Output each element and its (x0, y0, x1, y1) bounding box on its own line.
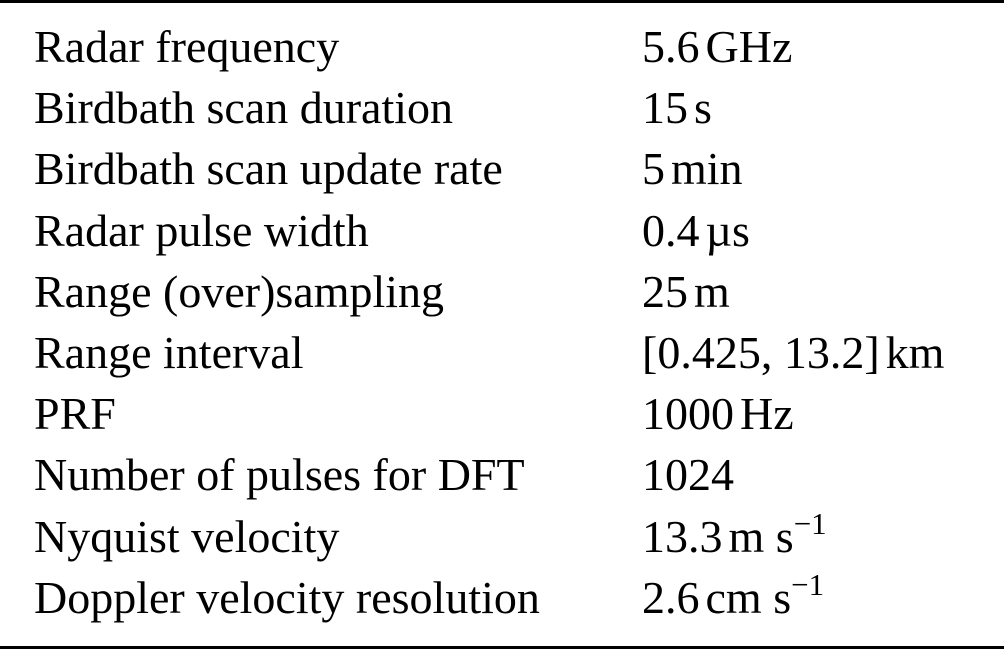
parameter-name: Birdbath scan duration (34, 82, 454, 134)
parameter-name: Doppler velocity resolution (34, 571, 540, 623)
parameter-value: [0.425, 13.2] km (642, 326, 945, 378)
parameter-name: Range interval (34, 326, 304, 378)
parameter-value: 1000 Hz (642, 388, 794, 440)
parameter-name: Birdbath scan update rate (34, 143, 503, 195)
table-row: Range (over)sampling 25 m (0, 261, 1004, 322)
table-row: Radar frequency 5.6 GHz (0, 16, 1004, 77)
parameter-name: PRF (34, 388, 116, 440)
parameter-name: Radar pulse width (34, 204, 369, 256)
parameter-name: Radar frequency (34, 21, 340, 72)
unit-exponent: −1 (791, 566, 825, 602)
parameter-value: 5 min (642, 143, 743, 195)
table-row: Nyquist velocity 13.3 m s−1 (0, 506, 1004, 567)
table-row: Range interval [0.425, 13.2] km (0, 322, 1004, 383)
parameter-value: 13.3 m s−1 (642, 505, 827, 562)
parameter-value: 25 m (642, 265, 730, 317)
parameter-name: Nyquist velocity (34, 510, 340, 562)
table-row: PRF 1000 Hz (0, 383, 1004, 444)
parameter-name: Number of pulses for DFT (34, 449, 525, 501)
parameter-name: Range (over)sampling (34, 265, 445, 317)
table-row: Doppler velocity resolution 2.6 cm s−1 (0, 567, 1004, 628)
parameter-table: Radar frequency 5.6 GHz Birdbath scan dur… (0, 16, 1004, 628)
parameter-value: 15 s (642, 82, 712, 134)
parameter-value: 5.6 GHz (642, 21, 793, 72)
unit-exponent: −1 (793, 505, 827, 541)
table-bottom-rule (0, 646, 1004, 649)
table-row: Radar pulse width 0.4 µs (0, 200, 1004, 261)
parameter-value: 2.6 cm s−1 (642, 566, 825, 623)
table-row: Number of pulses for DFT 1024 (0, 444, 1004, 505)
parameter-value: 1024 (642, 449, 734, 501)
parameter-value: 0.4 µs (642, 204, 750, 256)
table-row: Birdbath scan duration 15 s (0, 77, 1004, 138)
table-top-rule (0, 0, 1004, 3)
table-row: Birdbath scan update rate 5 min (0, 138, 1004, 199)
